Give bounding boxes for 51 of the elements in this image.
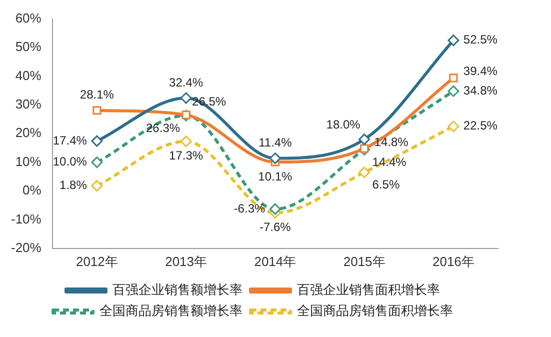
legend-label: 全国商品房销售面积增长率	[297, 303, 453, 318]
point	[358, 166, 370, 178]
data-label: 26.3%	[146, 120, 180, 135]
data-label: 39.4%	[463, 64, 498, 78]
data-label: -6.3%	[234, 201, 266, 216]
data-label: 17.4%	[52, 133, 88, 148]
data-label: -7.6%	[259, 220, 292, 234]
data-label: 14.8%	[374, 134, 409, 149]
point	[91, 156, 103, 168]
point	[269, 203, 281, 215]
data-label: 6.5%	[372, 178, 400, 192]
y-tick-label: 40%	[15, 68, 42, 83]
point	[91, 135, 103, 147]
point	[269, 152, 281, 164]
data-label: 34.8%	[463, 83, 498, 98]
y-tick-label: 0%	[22, 182, 42, 198]
legend-label: 百强企业销售额增长率	[112, 282, 242, 298]
data-label: 10.0%	[52, 154, 88, 169]
y-tick-label: 50%	[15, 39, 42, 54]
y-tick-label: 30%	[15, 96, 42, 112]
y-tick-label: -20%	[10, 240, 42, 255]
y-tick-label: -10%	[10, 211, 42, 226]
point	[358, 134, 370, 146]
x-tick-label: 2012年	[76, 254, 118, 269]
x-tick-label: 2016年	[432, 254, 474, 269]
data-label: 1.8%	[60, 178, 88, 192]
point	[91, 180, 103, 192]
data-label: 52.5%	[463, 32, 498, 47]
data-label: 28.1%	[80, 88, 114, 102]
x-tick-label: 2014年	[254, 254, 296, 269]
point	[180, 92, 192, 104]
data-label: 22.5%	[463, 118, 498, 133]
x-tick-label: 2013年	[165, 254, 208, 269]
data-label: 18.0%	[326, 118, 361, 132]
y-tick-label: 20%	[15, 125, 42, 140]
data-label: 32.4%	[169, 75, 204, 90]
y-tick-label: 60%	[15, 10, 42, 26]
point	[448, 120, 460, 132]
point	[180, 136, 192, 148]
legend-label: 全国商品房销售额增长率	[100, 303, 242, 318]
point	[448, 34, 460, 46]
x-tick-label: 2015年	[343, 254, 386, 269]
point	[360, 144, 369, 153]
point	[449, 74, 458, 82]
legend-label: 百强企业销售面积增长率	[297, 282, 440, 298]
data-label: 11.4%	[258, 136, 292, 150]
y-tick-label: 10%	[15, 154, 42, 169]
point	[92, 106, 102, 115]
data-label: 17.3%	[169, 148, 204, 163]
data-label: 10.1%	[258, 169, 293, 184]
point	[448, 85, 460, 97]
